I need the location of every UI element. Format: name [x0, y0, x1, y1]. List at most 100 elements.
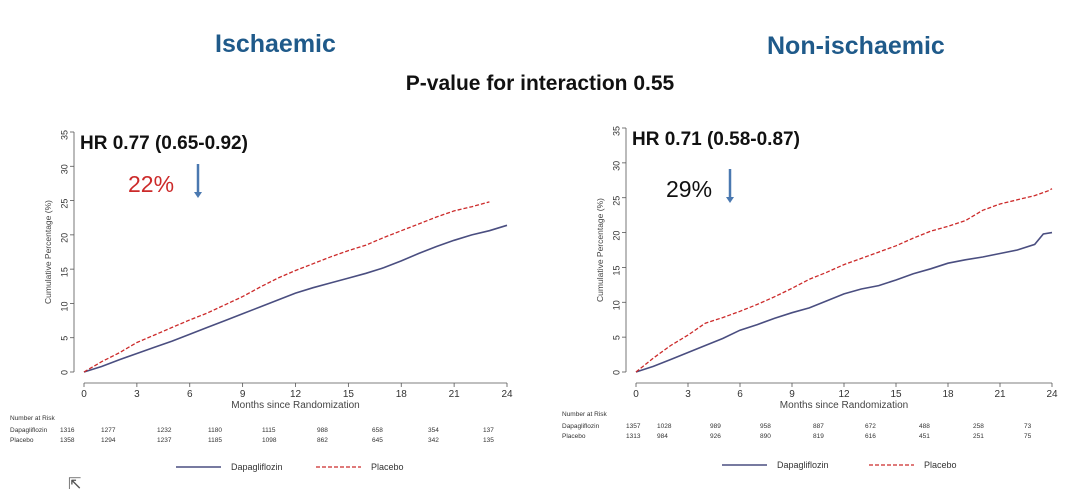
x-tick-label: 15	[890, 389, 902, 400]
down-arrow-head-icon	[726, 197, 734, 203]
risk-table-row-label: Dapagliflozin	[10, 427, 48, 434]
x-tick-label: 15	[343, 389, 355, 400]
risk-table-row-label: Dapagliflozin	[562, 423, 600, 430]
series-line-placebo	[83, 201, 490, 373]
x-tick-label: 12	[838, 389, 850, 400]
risk-table-cell: 645	[372, 437, 383, 444]
risk-reduction-text: 22%	[128, 171, 174, 197]
series-line-dapagliflozin	[83, 224, 508, 373]
risk-table-cell: 958	[760, 423, 771, 430]
y-tick-label: 30	[59, 164, 69, 174]
hazard-ratio-text: HR 0.77 (0.65-0.92)	[80, 133, 248, 154]
hazard-ratio-text: HR 0.71 (0.58-0.87)	[632, 129, 800, 150]
x-tick-label: 9	[240, 389, 246, 400]
x-tick-label: 6	[737, 389, 743, 400]
interaction-p-value: P-value for interaction 0.55	[405, 72, 675, 95]
right-chart-title: Non-ischaemic	[767, 32, 945, 60]
risk-table-cell: 342	[428, 437, 439, 444]
y-tick-label: 10	[611, 300, 621, 310]
risk-table-cell: 1277	[101, 427, 116, 434]
y-tick-label: 35	[59, 130, 69, 140]
x-axis-label: Months since Randomization	[780, 400, 908, 411]
risk-table-cell: 672	[865, 423, 876, 430]
series-line-placebo	[635, 188, 1053, 373]
risk-table-cell: 251	[973, 433, 984, 440]
x-tick-label: 18	[396, 389, 408, 400]
x-tick-label: 24	[501, 389, 513, 400]
risk-table-cell: 488	[919, 423, 930, 430]
y-tick-label: 10	[59, 301, 69, 311]
risk-table-cell: 1294	[101, 437, 116, 444]
x-tick-label: 0	[633, 389, 639, 400]
left-chart-title: Ischaemic	[215, 30, 336, 58]
risk-table-cell: 926	[710, 433, 721, 440]
x-tick-label: 18	[942, 389, 954, 400]
y-tick-label: 5	[59, 336, 69, 341]
y-tick-label: 35	[611, 126, 621, 136]
y-tick-label: 20	[611, 231, 621, 241]
risk-table-cell: 658	[372, 427, 383, 434]
risk-table-cell: 451	[919, 433, 930, 440]
mouse-cursor-icon: ⇱	[68, 476, 82, 493]
y-axis-label: Cumulative Percentage (%)	[595, 198, 605, 302]
risk-table-cell: 1185	[208, 437, 222, 444]
legend-label-placebo: Placebo	[371, 462, 404, 472]
risk-table-cell: 1357	[626, 423, 641, 430]
y-tick-label: 15	[59, 267, 69, 277]
x-tick-label: 12	[290, 389, 302, 400]
x-tick-label: 6	[187, 389, 193, 400]
x-tick-label: 21	[449, 389, 461, 400]
down-arrow-head-icon	[194, 192, 202, 198]
chart-ischaemic: 0 5 10 15 20 25 30 35 0 3 6 9 12 15 18 21 24 Cumulative P…	[10, 130, 513, 472]
risk-table-cell: 137	[483, 427, 494, 434]
risk-table-cell: 258	[973, 423, 984, 430]
y-tick-label: 25	[611, 196, 621, 206]
risk-table-cell: 1180	[208, 427, 222, 434]
risk-table-cell: 862	[317, 437, 328, 444]
chart-non-ischaemic: 0 5 10 15 20 25 30 35 0 3 6 9 12 15 18 21 24 Cumulative P…	[562, 126, 1058, 470]
x-tick-label: 0	[81, 389, 87, 400]
risk-table-cell: 1115	[262, 427, 276, 434]
risk-table-cell: 988	[317, 427, 328, 434]
y-tick-label: 0	[611, 370, 621, 375]
risk-table-header: Number at Risk	[562, 411, 608, 418]
risk-table-row-label: Placebo	[562, 433, 586, 440]
risk-table-cell: 1316	[60, 427, 75, 434]
x-tick-label: 21	[994, 389, 1006, 400]
risk-table-cell: 887	[813, 423, 824, 430]
risk-table-cell: 354	[428, 427, 439, 434]
x-tick-label: 24	[1046, 389, 1058, 400]
risk-table-cell: 890	[760, 433, 771, 440]
risk-table-cell: 1237	[157, 437, 172, 444]
risk-table-header: Number at Risk	[10, 415, 56, 422]
risk-table-cell: 73	[1024, 423, 1032, 430]
y-tick-label: 0	[59, 370, 69, 375]
x-axis-label: Months since Randomization	[231, 400, 359, 411]
risk-table-cell: 75	[1024, 433, 1032, 440]
y-tick-label: 20	[59, 233, 69, 243]
y-tick-label: 15	[611, 265, 621, 275]
series-line-dapagliflozin	[635, 231, 1053, 373]
x-tick-label: 3	[134, 389, 140, 400]
y-tick-label: 25	[59, 199, 69, 209]
y-axis-label: Cumulative Percentage (%)	[43, 200, 53, 304]
risk-table-cell: 1313	[626, 433, 641, 440]
risk-table-cell: 984	[657, 433, 668, 440]
legend-label-placebo: Placebo	[924, 460, 957, 470]
risk-table-row-label: Placebo	[10, 437, 34, 444]
risk-table-cell: 989	[710, 423, 721, 430]
legend-label-dapagliflozin: Dapagliflozin	[777, 460, 829, 470]
risk-table-cell: 1098	[262, 437, 277, 444]
risk-table-cell: 819	[813, 433, 824, 440]
risk-table-cell: 1358	[60, 437, 75, 444]
y-tick-label: 5	[611, 335, 621, 340]
risk-table-cell: 1232	[157, 427, 172, 434]
y-tick-label: 30	[611, 161, 621, 171]
risk-reduction-text: 29%	[666, 176, 712, 202]
x-tick-label: 9	[789, 389, 795, 400]
legend-label-dapagliflozin: Dapagliflozin	[231, 462, 283, 472]
risk-table-cell: 135	[483, 437, 494, 444]
risk-table-cell: 616	[865, 433, 876, 440]
x-tick-label: 3	[685, 389, 691, 400]
